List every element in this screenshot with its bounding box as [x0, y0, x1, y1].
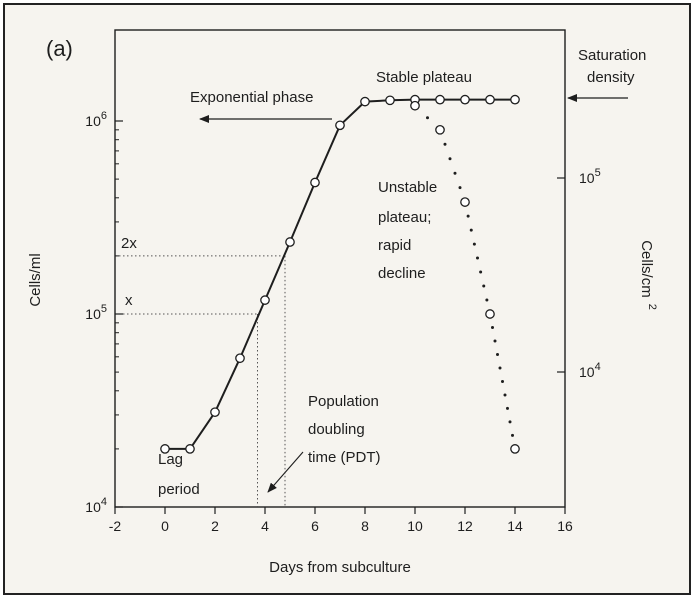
decline-dot [469, 228, 473, 232]
pdt-label-line2: doubling [308, 421, 365, 438]
pdt-label-line1: Population [308, 393, 379, 410]
data-point-stable [360, 96, 370, 107]
decline-dot [476, 256, 479, 260]
unstable-label-line2: plateau; [378, 209, 431, 226]
decline-dot [453, 171, 457, 175]
decline-dot [503, 393, 507, 397]
data-point-decline [485, 309, 495, 319]
data-point-stable [460, 94, 470, 105]
exponential-phase-label: Exponential phase [190, 89, 313, 106]
data-point-decline [435, 124, 445, 135]
stable-plateau-label: Stable plateau [376, 69, 472, 86]
x-tick-label: 2 [211, 518, 219, 534]
data-point-stable [485, 94, 495, 105]
ref-label-2x: 2x [121, 235, 137, 252]
x-tick-label: 0 [161, 518, 169, 534]
data-point-stable [285, 237, 295, 247]
data-point-stable [385, 95, 395, 106]
x-tick-label: 8 [361, 518, 369, 534]
decline-dot [479, 270, 483, 274]
data-point-stable [160, 444, 170, 454]
data-point-decline [510, 444, 520, 454]
x-tick-label: 6 [311, 518, 319, 534]
plot-area [114, 29, 566, 508]
y-axis-title-right-exponent: 2 [646, 304, 658, 310]
decline-dot [485, 298, 489, 302]
unstable-label-line1: Unstable [378, 179, 437, 196]
x-tick-label: 4 [261, 518, 269, 534]
saturation-label-line1: Saturation [578, 47, 646, 64]
y-axis-title-right: Cells/cm 2 [638, 240, 658, 310]
panel-label: (a) [46, 36, 73, 61]
x-axis-title: Days from subculture [269, 559, 411, 576]
data-point-stable [310, 177, 320, 188]
y-tick-label-left: 106 [85, 110, 107, 129]
data-point-stable [210, 407, 220, 418]
x-tick-label: 16 [557, 518, 573, 534]
data-point-stable [185, 444, 195, 454]
decline-dot [448, 157, 452, 161]
decline-dot [501, 379, 504, 383]
y-axis-title-right-base: Cells/cm [638, 240, 655, 298]
ref-label-x: x [125, 292, 133, 309]
data-point-stable [435, 94, 445, 105]
decline-dot [443, 142, 447, 146]
svg-text:Cells/cm2: Cells/cm 2 [638, 240, 658, 310]
decline-dot [491, 325, 494, 329]
decline-dot [493, 339, 497, 343]
data-point-stable [335, 120, 345, 131]
pdt-label-line3: time (PDT) [308, 449, 381, 466]
unstable-label-line4: decline [378, 265, 426, 282]
data-point-stable [260, 295, 270, 305]
decline-dot [458, 186, 462, 190]
pdt-arrow [267, 451, 304, 493]
y-tick-label-right: 104 [579, 361, 601, 380]
decline-dot [472, 242, 476, 246]
saturation-label-line2: density [587, 69, 635, 86]
x-tick-label: -2 [109, 518, 122, 534]
decline-dot [426, 116, 429, 120]
decline-dot [508, 420, 512, 424]
decline-dot [506, 406, 509, 410]
unstable-label-line3: rapid [378, 237, 411, 254]
data-point-decline [460, 197, 470, 207]
lag-label-line1: Lag [158, 451, 183, 468]
decline-dot [482, 284, 486, 288]
y-tick-label-left: 104 [85, 496, 107, 515]
decline-dot [498, 366, 502, 370]
y-axis-title-left: Cells/ml [27, 253, 44, 306]
y-tick-label-left: 105 [85, 303, 107, 322]
data-point-decline [410, 100, 420, 111]
data-point-stable [510, 94, 520, 105]
x-tick-label: 14 [507, 518, 523, 534]
decline-dot [466, 214, 470, 218]
decline-dot [496, 352, 499, 356]
data-point-stable [235, 353, 245, 364]
decline-dot [511, 433, 514, 437]
y-tick-label-right: 105 [579, 167, 601, 186]
x-tick-label: 12 [457, 518, 473, 534]
x-tick-label: 10 [407, 518, 423, 534]
lag-label-line2: period [158, 481, 200, 498]
